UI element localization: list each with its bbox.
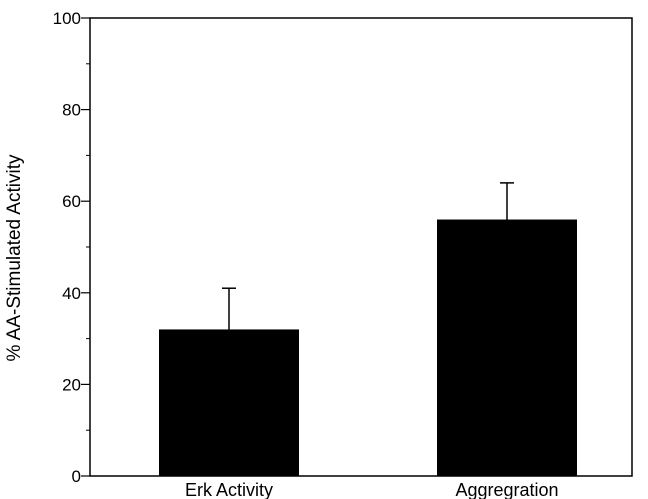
bars: [159, 219, 577, 476]
y-tick-label: 60: [62, 192, 81, 211]
bar: [437, 219, 577, 476]
y-axis-ticks: [81, 17, 90, 477]
y-tick-label: 40: [62, 284, 81, 303]
y-tick-label: 80: [62, 101, 81, 120]
y-tick-label: 20: [62, 375, 81, 394]
error-bars: [222, 182, 514, 330]
x-category-label: Aggregration: [455, 480, 558, 499]
y-tick-label: 0: [72, 467, 81, 486]
labels: % AA-Stimulated Activity 0 20 40 60 80 100 Erk…: [4, 9, 559, 499]
y-axis-title: % AA-Stimulated Activity: [4, 154, 25, 361]
x-category-label: Erk Activity: [185, 480, 273, 499]
y-tick-label: 100: [53, 9, 81, 28]
bar: [159, 329, 299, 476]
